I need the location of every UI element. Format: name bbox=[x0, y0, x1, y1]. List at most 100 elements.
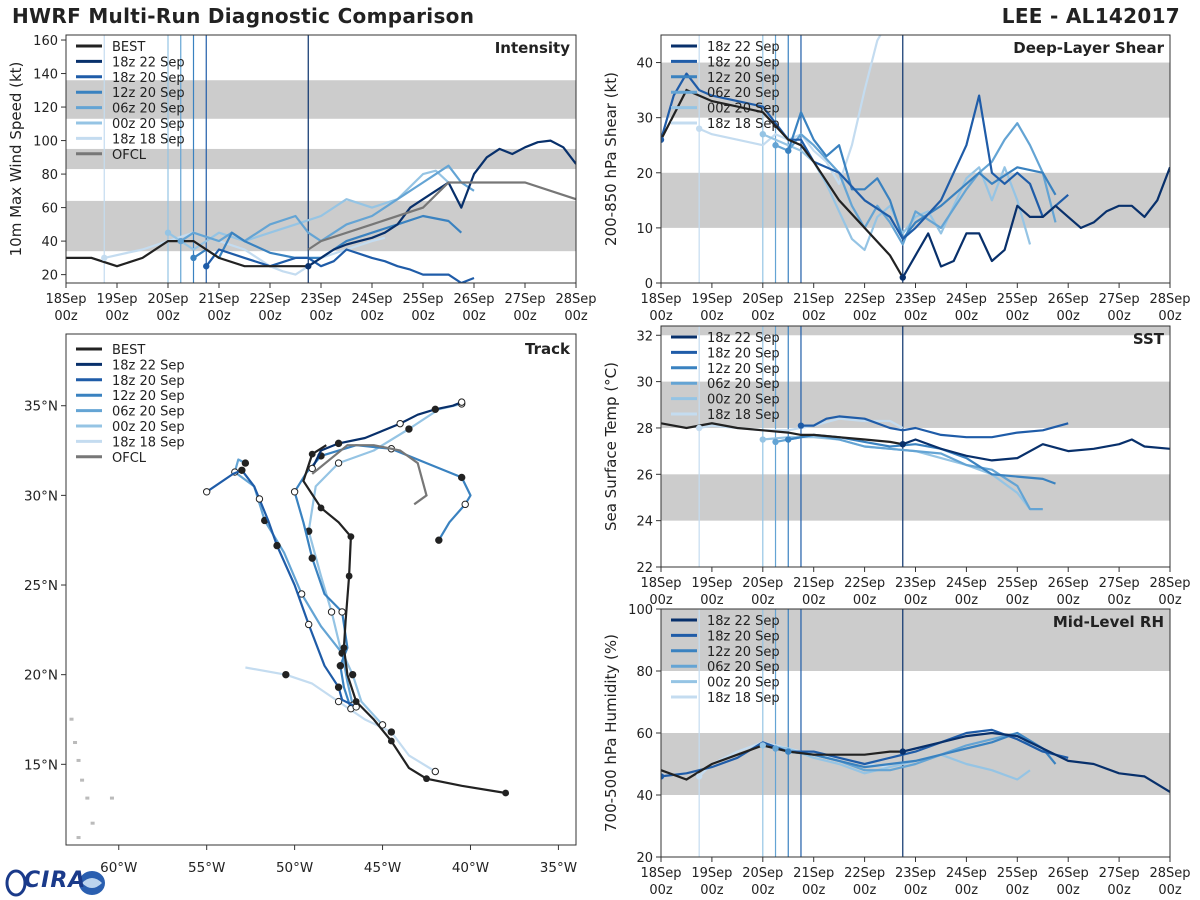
deep-layer-shear-series-4 bbox=[762, 133, 1032, 251]
sst-series-1 bbox=[801, 415, 1069, 439]
sst-xtick-hour: 00z bbox=[1158, 593, 1182, 608]
mid-level-rh-xtick-date: 23Sep bbox=[895, 866, 936, 881]
track-marker bbox=[282, 670, 290, 679]
track-marker bbox=[308, 464, 316, 473]
deep-layer-shear-xtick-hour: 00z bbox=[955, 309, 979, 324]
track-marker bbox=[334, 459, 343, 467]
mid-level-rh-legend-label: 12z 20 Sep bbox=[707, 645, 780, 660]
deep-layer-shear-init-point-1 bbox=[661, 136, 665, 143]
sst-plot-area bbox=[661, 326, 1170, 567]
track-best-marker bbox=[317, 504, 325, 512]
sst-xtick-date: 26Sep bbox=[1048, 576, 1089, 591]
intensity-xtick-date: 25Sep bbox=[402, 292, 443, 307]
track-legend-label: OFCL bbox=[112, 451, 147, 466]
mid-level-rh-xtick-hour: 00z bbox=[904, 883, 928, 898]
intensity-ytick-label: 20 bbox=[41, 269, 58, 284]
deep-layer-shear-xtick-date: 21Sep bbox=[793, 292, 834, 307]
intensity-legend-label: OFCL bbox=[112, 148, 147, 163]
track-best-marker bbox=[423, 775, 430, 783]
track-marker bbox=[396, 419, 404, 428]
track-legend-label: 12z 20 Sep bbox=[112, 389, 185, 404]
intensity-xtick-date: 23Sep bbox=[300, 292, 341, 307]
mid-level-rh-legend-label: 18z 18 Sep bbox=[707, 691, 780, 706]
sst-init-point-5 bbox=[695, 424, 703, 432]
sst-legend-label: 18z 22 Sep bbox=[707, 331, 780, 346]
track-legend-label: 06z 20 Sep bbox=[112, 405, 185, 420]
track-marker bbox=[457, 473, 466, 482]
sst-legend-label: 18z 20 Sep bbox=[707, 346, 780, 361]
track-series-3 bbox=[233, 458, 354, 706]
sst-ylabel: Sea Surface Temp (°C) bbox=[602, 362, 620, 531]
track-marker bbox=[457, 398, 466, 406]
intensity-init-point-1 bbox=[203, 263, 210, 270]
mid-level-rh-xtick-date: 18Sep bbox=[640, 866, 681, 881]
sst-init-point-2 bbox=[785, 436, 792, 443]
intensity-xtick-date: 26Sep bbox=[453, 292, 494, 307]
intensity-xtick-date: 19Sep bbox=[96, 292, 137, 307]
sst-init-point-3 bbox=[772, 438, 779, 446]
track-marker bbox=[387, 728, 396, 736]
track-marker bbox=[431, 405, 440, 414]
mid-level-rh-xtick-date: 20Sep bbox=[742, 866, 783, 881]
track-legend-label: 18z 18 Sep bbox=[112, 435, 185, 450]
deep-layer-shear-legend-label: 06z 20 Sep bbox=[707, 86, 780, 101]
intensity-init-point-2 bbox=[190, 254, 197, 262]
track-series-5 bbox=[245, 666, 436, 773]
sst-xtick-hour: 00z bbox=[955, 593, 979, 608]
intensity-xtick-hour: 00z bbox=[258, 309, 282, 324]
mid-level-rh-xtick-hour: 00z bbox=[1158, 883, 1182, 898]
sst-xtick-hour: 00z bbox=[802, 593, 826, 608]
sst-xtick-hour: 00z bbox=[853, 593, 877, 608]
track-marker bbox=[405, 425, 413, 433]
mid-level-rh-xtick-date: 27Sep bbox=[1099, 866, 1140, 881]
track-marker bbox=[304, 620, 313, 629]
storm-id: LEE - AL142017 bbox=[1001, 4, 1180, 28]
deep-layer-shear-xtick-date: 28Sep bbox=[1149, 292, 1190, 307]
track-legend-label: 18z 20 Sep bbox=[112, 374, 185, 389]
sst-xtick-date: 20Sep bbox=[742, 576, 783, 591]
intensity-ofcl-line bbox=[307, 181, 576, 251]
track-ofcl-line bbox=[311, 444, 428, 506]
sst-title: SST bbox=[1133, 330, 1165, 348]
track-xtick-label: 50°W bbox=[276, 860, 313, 876]
track-series-0 bbox=[311, 401, 463, 469]
deep-layer-shear-ylabel: 200-850 hPa Shear (kt) bbox=[602, 72, 620, 246]
sst-series-0 bbox=[902, 438, 1170, 462]
intensity-best-line bbox=[66, 240, 309, 268]
deep-layer-shear-legend-label: 18z 18 Sep bbox=[707, 117, 780, 132]
sst-xtick-hour: 00z bbox=[1107, 593, 1131, 608]
sst-ytick-label: 24 bbox=[636, 515, 653, 530]
mid-level-rh-init-point-3 bbox=[772, 745, 779, 752]
intensity-xtick-date: 21Sep bbox=[198, 292, 239, 307]
mid-level-rh-init-point-2 bbox=[785, 748, 792, 755]
intensity-ytick-label: 60 bbox=[41, 202, 58, 217]
track-marker bbox=[334, 683, 343, 691]
deep-layer-shear-series-0 bbox=[901, 166, 1170, 279]
intensity-xtick-hour: 00z bbox=[309, 309, 333, 324]
deep-layer-shear-xtick-date: 25Sep bbox=[997, 292, 1038, 307]
island-shape bbox=[80, 778, 85, 782]
mid-level-rh-xtick-date: 28Sep bbox=[1149, 866, 1190, 881]
intensity-legend-label: 18z 22 Sep bbox=[112, 55, 185, 70]
sst-legend-label: 06z 20 Sep bbox=[707, 377, 780, 392]
mid-level-rh-legend-label: 18z 22 Sep bbox=[707, 614, 780, 629]
track-marker bbox=[290, 488, 299, 496]
sst-xtick-date: 23Sep bbox=[895, 576, 936, 591]
sst-band-1 bbox=[661, 381, 1170, 428]
mid-level-rh-xtick-hour: 00z bbox=[802, 883, 826, 898]
track-marker bbox=[334, 439, 343, 448]
mid-level-rh-ytick-label: 100 bbox=[628, 603, 653, 618]
deep-layer-shear-init-point-5 bbox=[695, 125, 703, 132]
intensity-plot-area bbox=[66, 35, 576, 283]
deep-layer-shear-xtick-date: 26Sep bbox=[1048, 292, 1089, 307]
track-best-marker bbox=[345, 572, 353, 580]
intensity-legend-label: 12z 20 Sep bbox=[112, 86, 185, 101]
mid-level-rh-ytick-label: 40 bbox=[636, 789, 653, 804]
mid-level-rh-init-point-4 bbox=[759, 742, 766, 749]
deep-layer-shear-xtick-hour: 00z bbox=[1107, 309, 1131, 324]
intensity-band-2 bbox=[66, 80, 576, 119]
track-best-marker bbox=[352, 698, 360, 705]
intensity-legend-label: 18z 20 Sep bbox=[112, 71, 185, 86]
deep-layer-shear-xtick-date: 19Sep bbox=[691, 292, 732, 307]
mid-level-rh-ytick-label: 60 bbox=[636, 727, 653, 742]
